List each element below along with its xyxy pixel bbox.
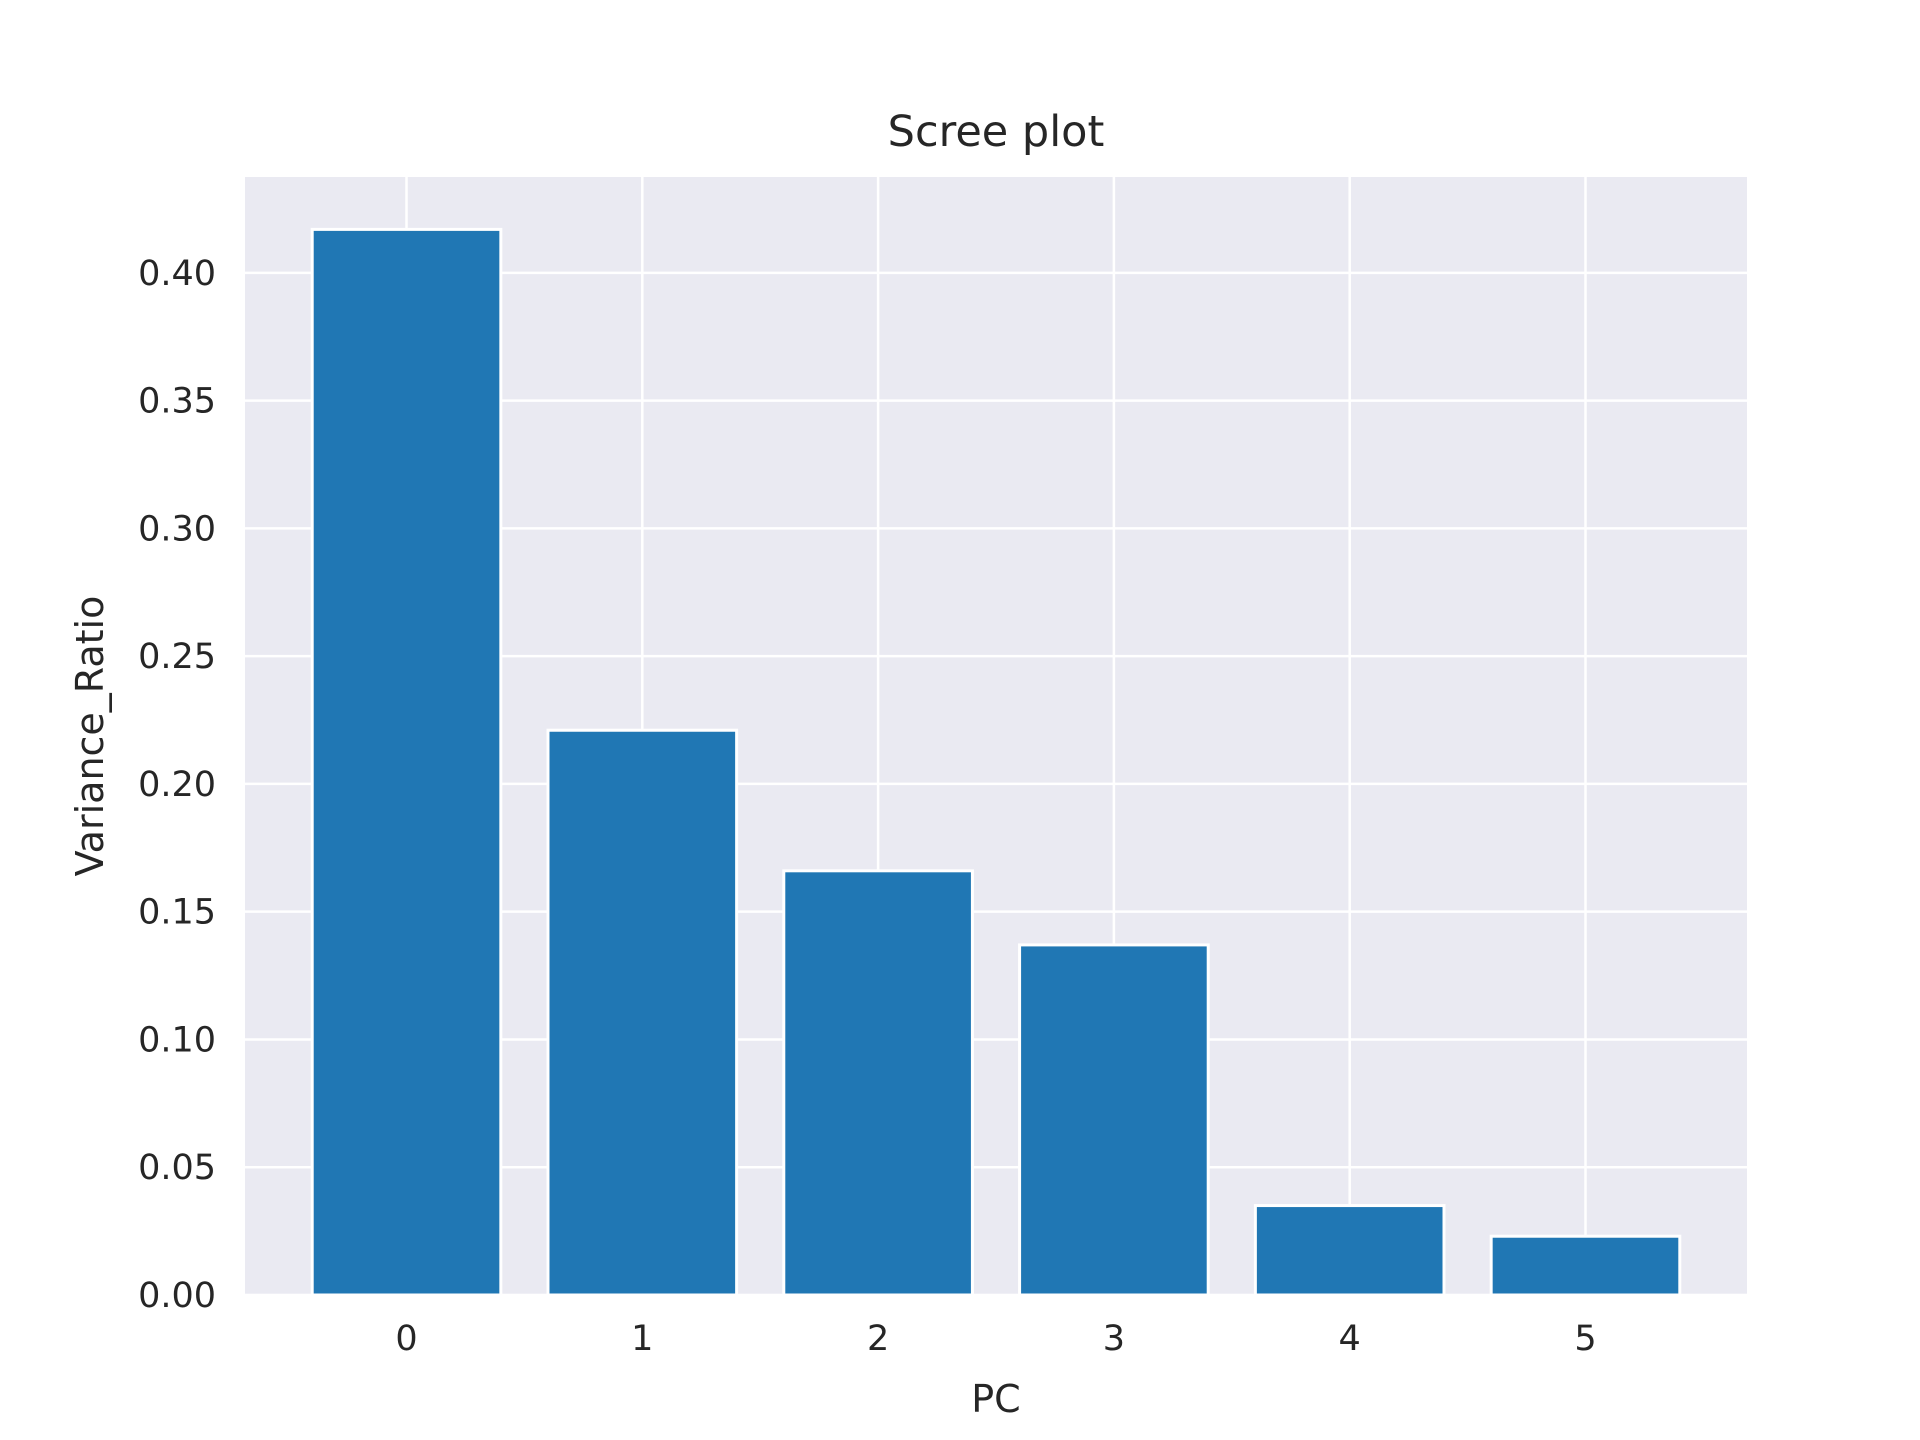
y-tick-label: 0.35	[138, 382, 216, 422]
x-tick-label: 5	[1574, 1319, 1596, 1359]
y-tick-labels: 0.00 0.05 0.10 0.15 0.20 0.25 0.30 0.35 0.40	[138, 254, 216, 1316]
bars	[310, 227, 1682, 1297]
x-tick-label: 2	[867, 1319, 889, 1359]
y-tick-label: 0.20	[138, 765, 216, 805]
chart-title: Scree plot	[888, 107, 1105, 157]
y-axis-label: Variance_Ratio	[68, 596, 112, 877]
x-tick-label: 4	[1339, 1319, 1361, 1359]
y-tick-label: 0.00	[138, 1276, 216, 1316]
bar-pc-1	[546, 728, 739, 1297]
y-tick-label: 0.30	[138, 509, 216, 549]
bar-pc-5	[1489, 1234, 1682, 1297]
y-tick-label: 0.10	[138, 1020, 216, 1060]
x-axis-label: PC	[971, 1377, 1020, 1421]
x-tick-label: 3	[1103, 1319, 1125, 1359]
y-tick-label: 0.15	[138, 893, 216, 933]
x-tick-labels: 0 1 2 3 4 5	[395, 1319, 1596, 1359]
y-tick-label: 0.05	[138, 1148, 216, 1188]
bar-pc-0	[310, 227, 503, 1297]
bar-pc-2	[782, 869, 974, 1297]
x-tick-label: 1	[631, 1319, 653, 1359]
bar-pc-4	[1253, 1204, 1446, 1297]
x-tick-label: 0	[395, 1319, 417, 1359]
bar-pc-3	[1018, 943, 1210, 1297]
y-tick-label: 0.25	[138, 637, 216, 677]
y-tick-label: 0.40	[138, 254, 216, 294]
